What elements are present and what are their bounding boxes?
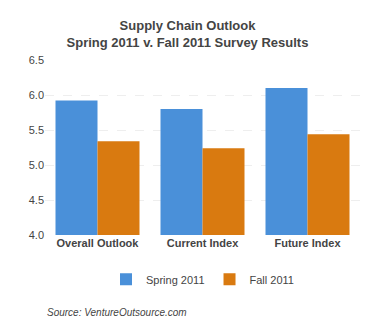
svg-text:Fall 2011: Fall 2011 xyxy=(250,274,294,286)
svg-text:6.5: 6.5 xyxy=(29,54,44,66)
svg-text:Supply Chain OutlookSpring 201: Supply Chain OutlookSpring 2011 v. Fall … xyxy=(67,18,309,50)
svg-text:5.5: 5.5 xyxy=(29,124,44,136)
svg-text:4.0: 4.0 xyxy=(29,229,44,241)
svg-text:6.0: 6.0 xyxy=(29,89,44,101)
svg-text:Spring 2011: Spring 2011 xyxy=(146,274,205,286)
svg-text:5.0: 5.0 xyxy=(29,159,44,171)
svg-text:Overall Outlook: Overall Outlook xyxy=(57,237,140,249)
svg-text:Future Index: Future Index xyxy=(274,237,341,249)
svg-text:Source: VentureOutsource.com: Source: VentureOutsource.com xyxy=(47,307,187,318)
svg-text:Current Index: Current Index xyxy=(167,237,239,249)
svg-text:4.5: 4.5 xyxy=(29,194,44,206)
